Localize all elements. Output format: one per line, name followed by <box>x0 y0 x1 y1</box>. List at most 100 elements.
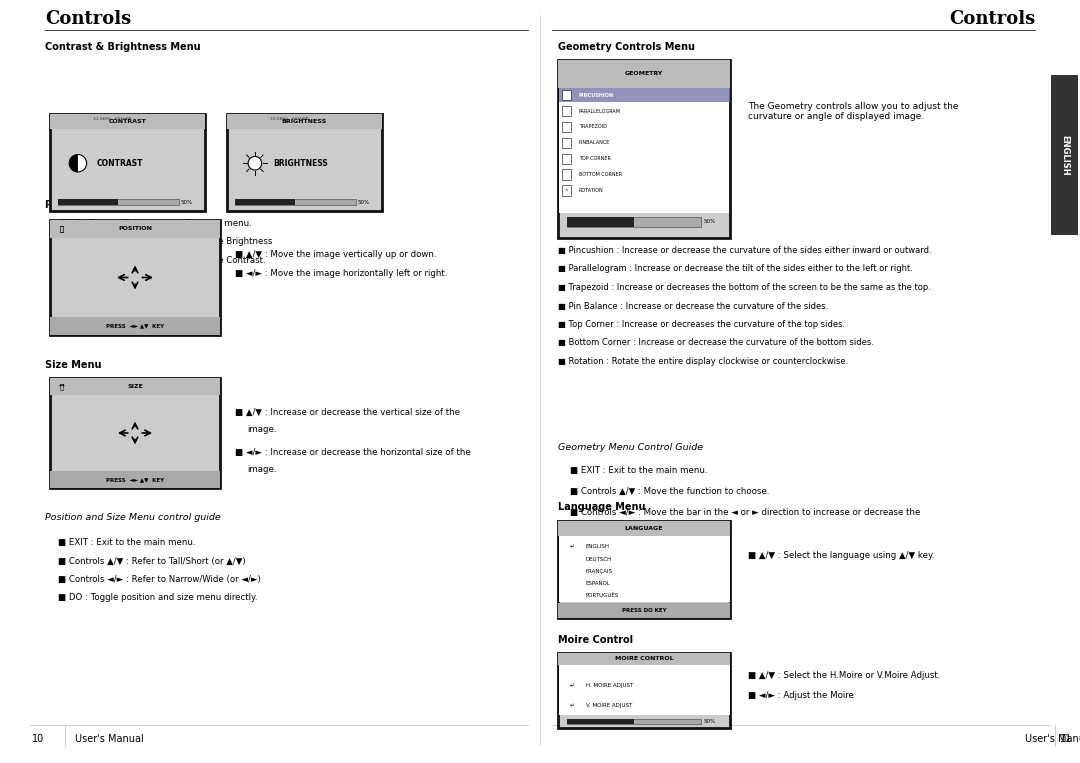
Text: ■ ◄/► : Increase or decrease the horizontal size of the: ■ ◄/► : Increase or decrease the horizon… <box>235 448 471 457</box>
Text: ■ Controls ◄/► : Refer to Narrow/Wide (or ◄/►): ■ Controls ◄/► : Refer to Narrow/Wide (o… <box>58 575 260 584</box>
Text: ■ EXIT : Exit the Brightness or Contrast menu.: ■ EXIT : Exit the Brightness or Contrast… <box>50 219 252 228</box>
Text: Language Menu: Language Menu <box>558 502 646 512</box>
Bar <box>563 185 570 195</box>
Text: PRESS  ◄► ▲▼  KEY: PRESS ◄► ▲▼ KEY <box>106 324 164 329</box>
Bar <box>50 317 220 335</box>
Text: ↵: ↵ <box>569 684 575 688</box>
Text: ENGLISH: ENGLISH <box>585 545 609 549</box>
Bar <box>234 199 295 205</box>
Text: H. MOIRE ADJUST: H. MOIRE ADJUST <box>585 684 633 688</box>
Text: ■ Controls ◄/► : Move the bar in the ◄ or ► direction to increase or decrease th: ■ Controls ◄/► : Move the bar in the ◄ o… <box>570 508 920 517</box>
Text: 31.5KHz   60HzPP: 31.5KHz 60HzPP <box>270 118 309 121</box>
Text: image.: image. <box>247 465 276 474</box>
Bar <box>234 199 355 205</box>
Bar <box>558 521 730 618</box>
Text: Controls: Controls <box>948 10 1035 28</box>
Bar <box>567 719 634 723</box>
Text: ■ DO : Toggle position and size menu directly.: ■ DO : Toggle position and size menu dir… <box>58 594 257 603</box>
Bar <box>558 60 730 88</box>
Text: PRESS  ◄► ▲▼  KEY: PRESS ◄► ▲▼ KEY <box>106 477 164 482</box>
Text: 50%: 50% <box>357 200 369 204</box>
Text: ■ Parallelogram : Increase or decrease the tilt of the sides either to the left : ■ Parallelogram : Increase or decrease t… <box>558 265 913 273</box>
Text: ■ Trapezoid : Increase or decreases the bottom of the screen to be the same as t: ■ Trapezoid : Increase or decreases the … <box>558 283 931 292</box>
Bar <box>563 122 570 132</box>
Text: The Geometry controls allow you to adjust the
curvature or angle of displayed im: The Geometry controls allow you to adjus… <box>748 102 959 121</box>
Text: ■ Cursor ◄/► : Increase or decrease the Contrast.: ■ Cursor ◄/► : Increase or decrease the … <box>50 256 266 265</box>
Text: Geometry Menu Control Guide: Geometry Menu Control Guide <box>558 443 703 452</box>
Circle shape <box>248 156 261 170</box>
Text: ■ EXIT : Exit to the main menu.: ■ EXIT : Exit to the main menu. <box>58 538 195 547</box>
Bar <box>567 719 701 723</box>
Bar <box>563 106 570 116</box>
Text: 10: 10 <box>32 734 44 744</box>
Text: MOIRE CONTROL: MOIRE CONTROL <box>615 656 673 662</box>
Text: CONTRAST: CONTRAST <box>109 119 147 124</box>
Text: POSITION: POSITION <box>118 227 152 231</box>
Text: ■ Pincushion : Increase or decrease the curvature of the sides either inward or : ■ Pincushion : Increase or decrease the … <box>558 246 932 255</box>
Bar <box>558 60 730 238</box>
Text: ■ Bottom Corner : Increase or decrease the curvature of the bottom sides.: ■ Bottom Corner : Increase or decrease t… <box>558 339 874 347</box>
Bar <box>1051 75 1078 235</box>
Text: ■ ▲/▼ : Select the language using ▲/▼ key.: ■ ▲/▼ : Select the language using ▲/▼ ke… <box>748 551 934 560</box>
Text: CONTRAST: CONTRAST <box>96 159 143 168</box>
Text: ⨯: ⨯ <box>565 188 568 192</box>
Text: ⎕: ⎕ <box>59 226 64 232</box>
Text: Controls: Controls <box>45 10 132 28</box>
Text: ■ Top Corner : Increase or decreases the curvature of the top sides.: ■ Top Corner : Increase or decreases the… <box>558 320 846 329</box>
Bar <box>50 220 220 238</box>
Text: ■ ▲/▼ : Select the H.Moire or V.Moire Adjust.: ■ ▲/▼ : Select the H.Moire or V.Moire Ad… <box>748 671 941 680</box>
Text: ■ Controls ▲/▼ : Move the function to choose.: ■ Controls ▲/▼ : Move the function to ch… <box>570 487 769 496</box>
Bar <box>558 88 729 102</box>
Text: ■ Controls ▲/▼ : Refer to Tall/Short (or ▲/▼): ■ Controls ▲/▼ : Refer to Tall/Short (or… <box>58 556 245 565</box>
Bar <box>558 521 730 536</box>
Text: BOTTOM CORNER: BOTTOM CORNER <box>579 172 622 177</box>
Text: FRANÇAIS: FRANÇAIS <box>585 569 612 574</box>
Text: PRESS DO KEY: PRESS DO KEY <box>622 608 666 613</box>
Text: ■ Rotation : Rotate the entire display clockwise or counterclockwise.: ■ Rotation : Rotate the entire display c… <box>558 357 848 366</box>
Bar <box>563 90 570 100</box>
Text: PORTUGUÊS: PORTUGUÊS <box>585 593 619 598</box>
Bar <box>57 199 118 205</box>
Text: ESPAÑOL: ESPAÑOL <box>585 581 610 586</box>
Bar <box>563 137 570 148</box>
Text: PINBALANCE: PINBALANCE <box>579 140 610 145</box>
Text: GEOMETRY: GEOMETRY <box>625 71 663 76</box>
Text: ↵: ↵ <box>569 545 575 549</box>
Bar <box>558 536 729 603</box>
Bar <box>567 217 634 227</box>
Text: 50%: 50% <box>703 220 715 224</box>
Bar <box>50 114 205 211</box>
Bar <box>50 378 220 395</box>
Text: ↔: ↔ <box>59 384 65 390</box>
Bar <box>50 378 220 488</box>
Text: image.: image. <box>247 425 276 434</box>
Bar <box>563 153 570 164</box>
Text: ROTATION: ROTATION <box>579 188 604 193</box>
Bar <box>563 169 570 180</box>
Text: LANGUAGE: LANGUAGE <box>624 526 663 531</box>
Bar <box>558 603 730 618</box>
Text: ⎕: ⎕ <box>59 226 64 232</box>
Bar <box>558 653 730 728</box>
Bar <box>50 114 205 129</box>
Text: ■ ◄/► : Adjust the Moire: ■ ◄/► : Adjust the Moire <box>748 691 854 700</box>
Bar <box>50 471 220 488</box>
Bar <box>567 217 701 227</box>
Text: Moire Control: Moire Control <box>558 635 633 645</box>
Text: Size Menu: Size Menu <box>45 360 102 370</box>
Bar <box>227 114 382 129</box>
Text: PARALLELOGRAM: PARALLELOGRAM <box>579 108 621 114</box>
Text: ■ Pin Balance : Increase or decrease the curvature of the sides.: ■ Pin Balance : Increase or decrease the… <box>558 301 828 311</box>
Text: DEUTSCH: DEUTSCH <box>585 557 611 562</box>
Text: PINCUSHION: PINCUSHION <box>579 92 613 98</box>
Text: ■ ▲/▼ : Increase or decrease the vertical size of the: ■ ▲/▼ : Increase or decrease the vertica… <box>235 408 460 417</box>
Bar <box>558 653 730 665</box>
Wedge shape <box>69 154 78 172</box>
Text: 50%: 50% <box>703 719 715 724</box>
Text: Contrast & Brightness Menu: Contrast & Brightness Menu <box>45 42 201 52</box>
Text: SIZE: SIZE <box>127 384 143 389</box>
Text: ■ EXIT : Exit to the main menu.: ■ EXIT : Exit to the main menu. <box>570 466 707 475</box>
Text: ■ ▲/▼ : Move the image vertically up or down.: ■ ▲/▼ : Move the image vertically up or … <box>235 250 436 259</box>
Text: Geometry Controls Menu: Geometry Controls Menu <box>558 42 696 52</box>
Bar <box>50 220 220 335</box>
